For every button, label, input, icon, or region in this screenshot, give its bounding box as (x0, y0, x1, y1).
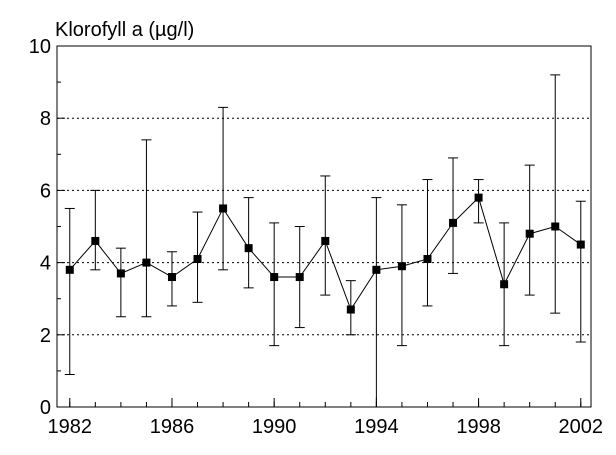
marker (142, 258, 151, 267)
marker (372, 265, 381, 274)
chart-title: Klorofyll a (µg/l) (55, 19, 194, 41)
marker (219, 204, 228, 213)
plot-frame (56, 45, 592, 408)
y-tick-label: 6 (40, 180, 51, 202)
marker (244, 244, 253, 253)
y-tick-label: 4 (40, 253, 51, 275)
x-tick-label: 1986 (150, 416, 195, 438)
y-tick-label: 2 (40, 325, 51, 347)
y-tick-label: 10 (29, 36, 51, 58)
x-tick-label: 2002 (559, 416, 604, 438)
x-tick-label: 1982 (48, 416, 93, 438)
marker (423, 254, 432, 263)
x-tick-label: 1998 (456, 416, 501, 438)
marker (65, 265, 74, 274)
x-tick-label: 1990 (252, 416, 297, 438)
marker (91, 236, 100, 245)
y-tick-label: 0 (40, 397, 51, 419)
marker (576, 240, 585, 249)
marker (167, 273, 176, 282)
marker (346, 305, 355, 314)
marker (500, 280, 509, 289)
marker (321, 236, 330, 245)
marker (270, 273, 279, 282)
x-tick-label: 1994 (354, 416, 399, 438)
y-tick-label: 8 (40, 108, 51, 130)
marker (397, 262, 406, 271)
marker (193, 254, 202, 263)
marker (295, 273, 304, 282)
marker (474, 193, 483, 202)
marker (525, 229, 534, 238)
marker (551, 222, 560, 231)
marker (449, 218, 458, 227)
marker (116, 269, 125, 278)
